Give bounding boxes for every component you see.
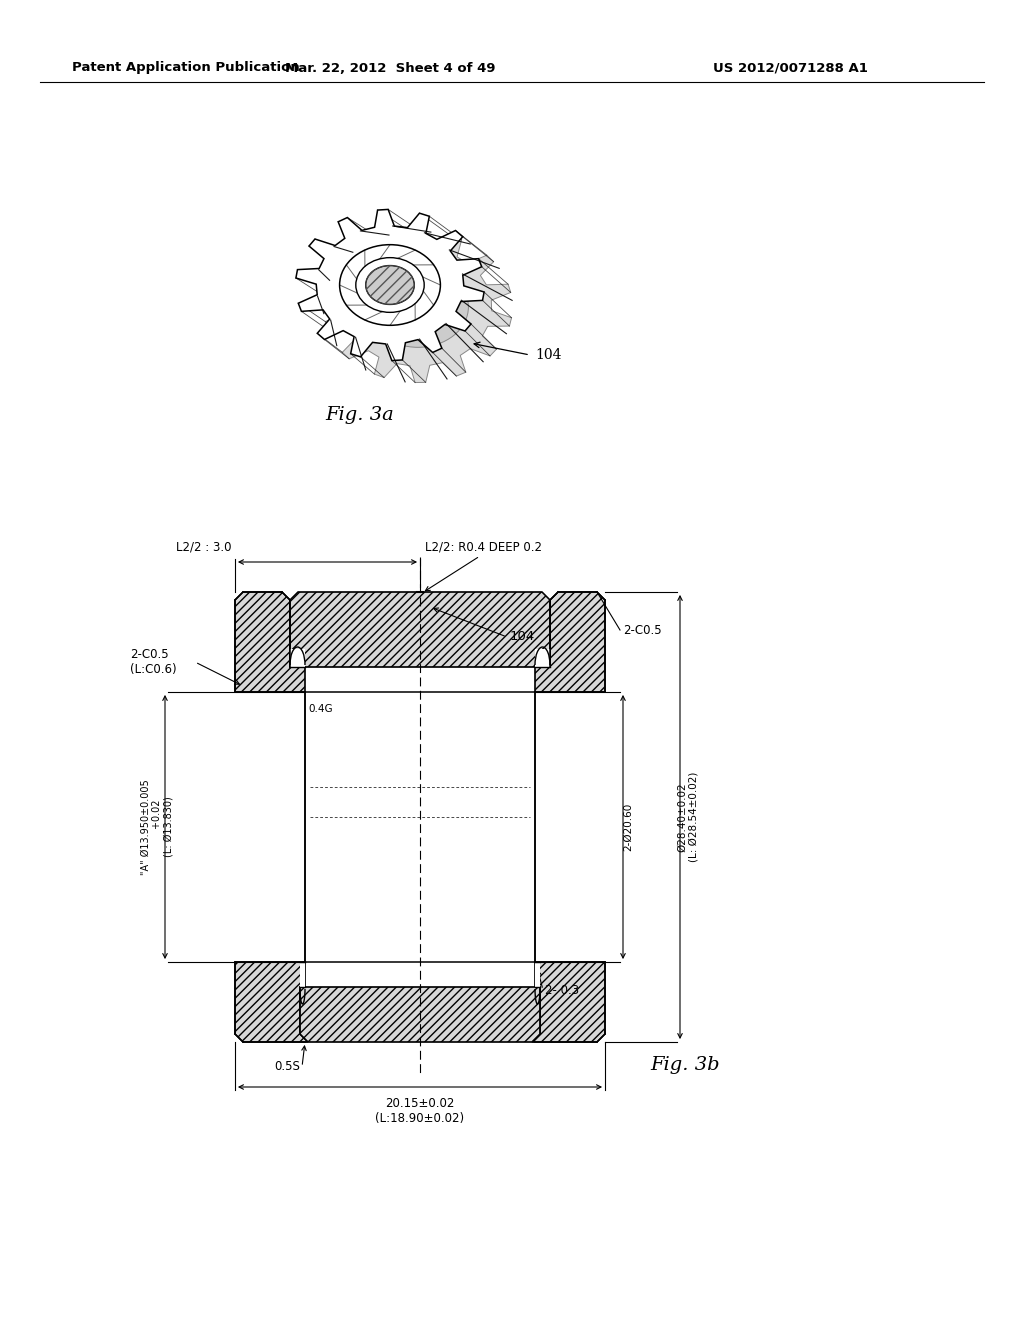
Text: L2/2 : 3.0: L2/2 : 3.0 [175, 541, 231, 554]
Text: 20.15±0.02: 20.15±0.02 [385, 1097, 455, 1110]
Ellipse shape [340, 244, 440, 325]
Text: Mar. 22, 2012  Sheet 4 of 49: Mar. 22, 2012 Sheet 4 of 49 [285, 62, 496, 74]
Text: Fig. 3a: Fig. 3a [326, 407, 394, 424]
Polygon shape [300, 962, 305, 987]
Text: 104: 104 [510, 631, 536, 644]
Text: "A" Ø13.950±0.005
        +0.02
(L: Ø13.830): "A" Ø13.950±0.005 +0.02 (L: Ø13.830) [140, 779, 174, 875]
Polygon shape [290, 649, 305, 667]
Polygon shape [325, 231, 512, 383]
Polygon shape [296, 210, 484, 360]
Text: Patent Application Publication: Patent Application Publication [72, 62, 300, 74]
Ellipse shape [366, 265, 415, 305]
Ellipse shape [355, 257, 424, 313]
Text: (L:18.90±0.02): (L:18.90±0.02) [376, 1111, 465, 1125]
Text: 2-C0.5: 2-C0.5 [623, 623, 662, 636]
Text: L2/2: R0.4 DEEP 0.2: L2/2: R0.4 DEEP 0.2 [425, 541, 542, 554]
Polygon shape [535, 591, 605, 692]
Text: 2-C0.5
(L:C0.6): 2-C0.5 (L:C0.6) [130, 648, 176, 676]
Polygon shape [535, 962, 540, 987]
Polygon shape [234, 962, 308, 1041]
Ellipse shape [368, 267, 468, 347]
Text: 2- 0.3: 2- 0.3 [545, 983, 580, 997]
Polygon shape [532, 962, 605, 1041]
Text: Fig. 3b: Fig. 3b [650, 1056, 720, 1074]
Polygon shape [300, 987, 540, 1041]
Text: 2-Ø20.60: 2-Ø20.60 [623, 803, 633, 851]
Text: US 2012/0071288 A1: US 2012/0071288 A1 [713, 62, 867, 74]
Text: 0.5S: 0.5S [274, 1060, 300, 1073]
Text: 104: 104 [535, 348, 561, 362]
Polygon shape [234, 591, 305, 692]
Text: 0.4G: 0.4G [308, 704, 333, 714]
Text: Ø28.40±0.02
(L: Ø28.54±0.02): Ø28.40±0.02 (L: Ø28.54±0.02) [677, 772, 698, 862]
Polygon shape [290, 591, 550, 667]
Bar [305, 692, 535, 962]
Polygon shape [535, 649, 550, 667]
